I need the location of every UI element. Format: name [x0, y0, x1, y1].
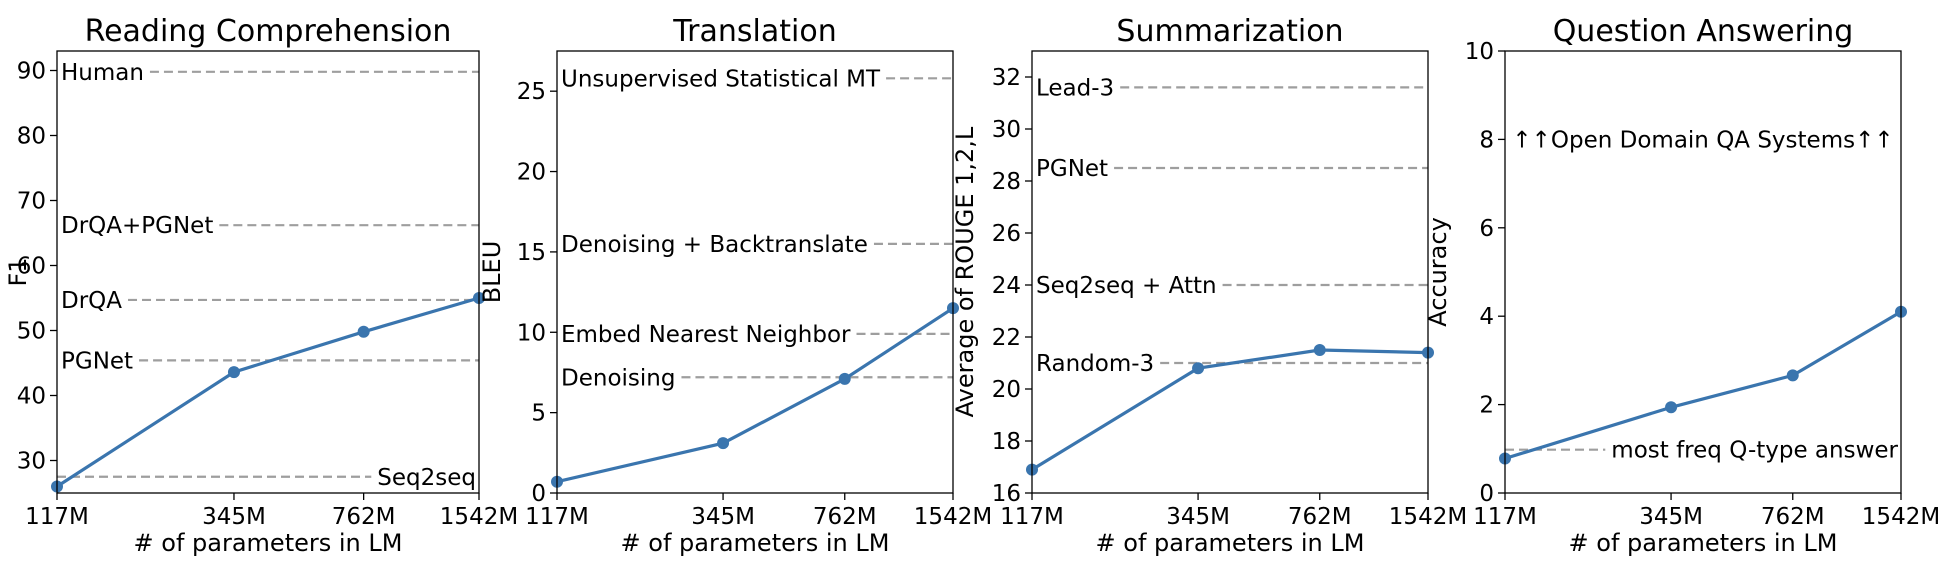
reference-label: PGNet	[1036, 156, 1108, 182]
y-tick-label: 15	[517, 240, 546, 266]
data-point	[1313, 344, 1326, 356]
data-point	[1665, 401, 1678, 414]
reference-label: PGNet	[61, 348, 133, 374]
x-tick-label: 345M	[1639, 504, 1703, 530]
y-tick-label: 10	[1465, 39, 1494, 65]
x-tick-label: 1542M	[440, 504, 518, 530]
series-line	[1031, 348, 1429, 471]
x-axis-label: # of parameters in LM	[1096, 529, 1365, 557]
reference-label: Seq2seq	[377, 465, 476, 491]
plot-frame	[556, 50, 954, 494]
y-tick-label: 22	[992, 325, 1021, 351]
x-tick-label: 117M	[525, 504, 589, 530]
annotation-label: ↑↑Open Domain QA Systems↑↑	[1512, 127, 1893, 153]
reference-label: Lead-3	[1036, 75, 1114, 101]
reference-label: most freq Q-type answer	[1611, 438, 1898, 464]
series-line	[556, 306, 954, 484]
y-tick-label: 26	[992, 221, 1021, 247]
y-tick-label: 32	[992, 65, 1021, 91]
y-tick-label: 80	[17, 124, 46, 150]
panel-title: Translation	[672, 14, 836, 49]
x-tick-label: 345M	[691, 504, 755, 530]
reference-label: DrQA+PGNet	[61, 213, 213, 239]
y-tick-label: 40	[17, 384, 46, 410]
x-tick-label: 1542M	[1862, 504, 1940, 530]
y-tick-label: 16	[992, 481, 1021, 507]
y-axis-label: Average of ROUGE 1,2,L	[951, 126, 979, 417]
y-tick-label: 20	[992, 377, 1021, 403]
reference-label: Embed Nearest Neighbor	[561, 322, 851, 348]
x-tick-label: 762M	[332, 504, 396, 530]
x-axis-label: # of parameters in LM	[1569, 529, 1838, 557]
data-point	[717, 437, 730, 450]
y-tick-label: 24	[992, 273, 1021, 299]
y-axis-label: BLEU	[478, 241, 506, 304]
reference-label: Human	[61, 60, 144, 86]
y-tick-label: 30	[992, 117, 1021, 143]
x-tick-label: 345M	[202, 504, 266, 530]
y-axis-label: F1	[4, 257, 32, 286]
panel-title: Question Answering	[1553, 14, 1854, 49]
reference-label: Unsupervised Statistical MT	[561, 66, 881, 92]
y-tick-label: 8	[1479, 127, 1494, 153]
x-tick-label: 117M	[1473, 504, 1537, 530]
y-tick-label: 5	[531, 401, 546, 427]
reference-label: Seq2seq + Attn	[1036, 273, 1217, 299]
y-tick-label: 25	[517, 79, 546, 105]
y-tick-label: 20	[517, 160, 546, 186]
data-point	[1786, 369, 1799, 382]
x-tick-label: 762M	[1761, 504, 1825, 530]
x-tick-label: 762M	[813, 504, 877, 530]
plot-frame	[1031, 50, 1429, 494]
y-tick-label: 50	[17, 319, 46, 345]
y-tick-label: 0	[1479, 481, 1494, 507]
x-tick-label: 1542M	[914, 504, 992, 530]
data-point	[357, 325, 370, 338]
plot-frame	[1504, 50, 1902, 494]
y-tick-label: 6	[1479, 216, 1494, 242]
reference-label: Denoising	[561, 365, 675, 391]
data-point	[1192, 362, 1205, 375]
y-tick-label: 18	[992, 429, 1021, 455]
y-tick-label: 2	[1479, 393, 1494, 419]
plot-frame	[56, 50, 480, 494]
x-tick-label: 117M	[1000, 504, 1064, 530]
y-tick-label: 70	[17, 189, 46, 215]
x-tick-label: 117M	[25, 504, 89, 530]
x-tick-label: 1542M	[1389, 504, 1467, 530]
data-point	[227, 366, 240, 379]
reference-label: DrQA	[61, 288, 122, 314]
y-tick-label: 30	[17, 449, 46, 475]
y-tick-label: 90	[17, 59, 46, 85]
panel-title: Summarization	[1116, 14, 1343, 49]
reference-label: Random-3	[1036, 351, 1154, 377]
y-axis-label: Accuracy	[1424, 217, 1452, 327]
y-tick-label: 60	[17, 254, 46, 280]
y-tick-label: 10	[517, 320, 546, 346]
series-line	[1504, 310, 1902, 461]
x-tick-label: 345M	[1166, 504, 1230, 530]
series-line	[56, 296, 480, 488]
data-point	[838, 372, 851, 385]
y-tick-label: 0	[531, 481, 546, 507]
x-tick-label: 762M	[1288, 504, 1352, 530]
y-tick-label: 28	[992, 169, 1021, 195]
reference-label: Denoising + Backtranslate	[561, 232, 868, 258]
y-tick-label: 4	[1479, 304, 1494, 330]
panel-title: Reading Comprehension	[85, 14, 452, 49]
x-axis-label: # of parameters in LM	[134, 529, 403, 557]
x-axis-label: # of parameters in LM	[621, 529, 890, 557]
